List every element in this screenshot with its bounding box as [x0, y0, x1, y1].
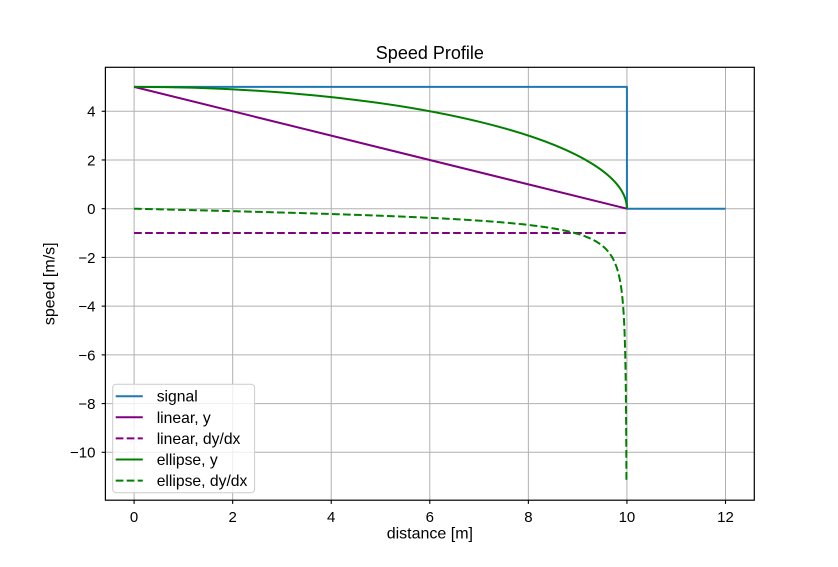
svg-text:12: 12 [717, 509, 734, 526]
svg-text:4: 4 [87, 104, 95, 121]
svg-text:signal: signal [157, 389, 198, 406]
svg-text:2: 2 [228, 509, 236, 526]
svg-text:8: 8 [524, 509, 532, 526]
svg-text:ellipse, dy/dx: ellipse, dy/dx [157, 473, 248, 490]
svg-text:4: 4 [327, 509, 335, 526]
svg-text:−2: −2 [78, 250, 95, 267]
svg-text:linear, dy/dx: linear, dy/dx [157, 431, 241, 448]
svg-text:−6: −6 [78, 347, 95, 364]
svg-text:distance [m]: distance [m] [387, 525, 473, 542]
svg-text:10: 10 [619, 509, 636, 526]
svg-text:6: 6 [426, 509, 434, 526]
svg-text:0: 0 [87, 201, 95, 218]
svg-text:−8: −8 [78, 396, 95, 413]
svg-text:ellipse, y: ellipse, y [157, 452, 218, 469]
svg-text:Speed Profile: Speed Profile [376, 43, 484, 63]
svg-text:0: 0 [130, 509, 138, 526]
svg-text:linear, y: linear, y [157, 410, 211, 427]
svg-text:2: 2 [87, 152, 95, 169]
svg-text:−4: −4 [78, 299, 95, 316]
svg-text:−10: −10 [70, 445, 95, 462]
svg-text:speed [m/s]: speed [m/s] [42, 242, 59, 325]
